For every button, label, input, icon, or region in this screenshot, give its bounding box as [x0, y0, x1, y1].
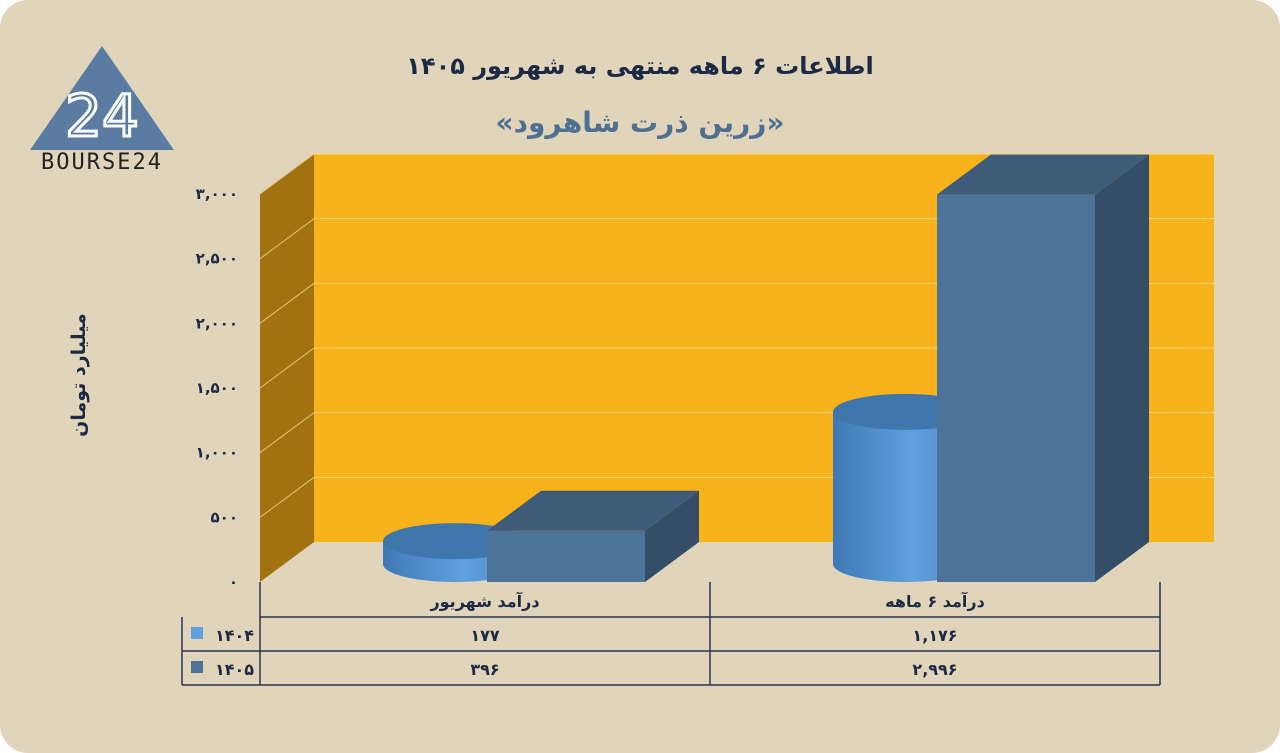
gridline-side	[259, 282, 315, 324]
data-label: ۱,۱۷۶	[912, 626, 957, 645]
gridline-side	[259, 153, 315, 195]
data-label: ۱۷۷	[470, 626, 500, 645]
legend-swatch	[191, 661, 203, 673]
y-tick-label: ۲,۰۰۰	[196, 314, 238, 332]
bar-1405	[487, 530, 645, 582]
gridline-side	[259, 347, 315, 389]
y-tick-label: ۱,۵۰۰	[196, 379, 238, 397]
legend-label: ۱۴۰۴	[215, 626, 254, 645]
bar-1405-top	[937, 154, 1149, 195]
y-tick-label: ۰	[229, 573, 238, 591]
y-tick-label: ۳,۰۰۰	[196, 185, 238, 203]
data-label: ۲,۹۹۶	[912, 660, 957, 679]
y-tick-label: ۲,۵۰۰	[196, 250, 238, 268]
logo-wordmark: BOURSE24	[41, 150, 163, 175]
chart-subtitle: «زرین ذرت شاهرود»	[495, 106, 785, 139]
legend-label: ۱۴۰۵	[215, 660, 254, 679]
category-label: درآمد شهریور	[429, 591, 539, 611]
svg-text:24: 24	[65, 82, 139, 150]
y-tick-label: ۱,۰۰۰	[196, 444, 238, 462]
data-label: ۳۹۶	[470, 660, 499, 679]
gridline-side	[259, 412, 315, 454]
gridline-side	[259, 218, 315, 260]
gridline-side	[259, 476, 315, 518]
bar-1405-side	[645, 490, 699, 582]
bar-1405-side	[1095, 154, 1149, 582]
legend-swatch	[191, 627, 203, 639]
y-tick-label: ۵۰۰	[211, 508, 238, 526]
bar-1405-top	[487, 490, 699, 531]
category-label: درآمد ۶ ماهه	[885, 591, 985, 611]
bourse24-logo: 24	[30, 46, 174, 152]
chart-title: اطلاعات ۶ ماهه منتهی به شهریور ۱۴۰۵	[406, 52, 874, 80]
bar-1405	[937, 194, 1095, 582]
